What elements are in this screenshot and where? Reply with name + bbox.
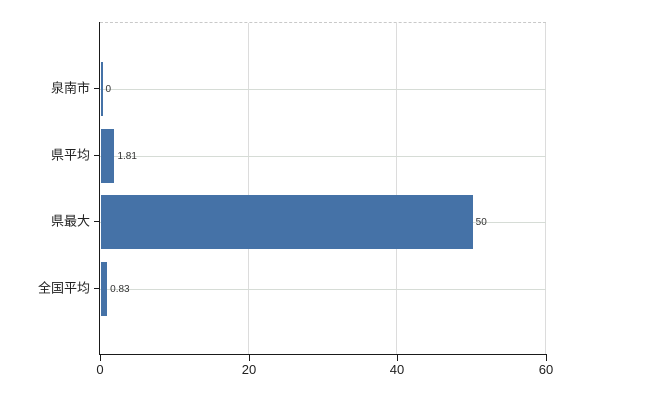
category-label: 県平均	[50, 147, 90, 163]
category-label: 県最大	[50, 213, 90, 229]
y-axis-line	[99, 22, 100, 355]
bar	[101, 129, 115, 183]
y-tick-mark	[94, 288, 100, 289]
bar	[101, 262, 108, 316]
v-gridline	[545, 23, 546, 355]
category-label: 泉南市	[50, 80, 90, 96]
h-gridline	[100, 289, 546, 290]
y-tick-mark	[94, 155, 100, 156]
v-gridline	[248, 23, 249, 355]
x-tick-mark	[100, 355, 101, 361]
x-axis-line	[99, 354, 547, 355]
x-tick-label: 40	[389, 362, 405, 377]
bar	[101, 62, 103, 116]
y-tick-mark	[94, 88, 100, 89]
x-tick-mark	[397, 355, 398, 361]
category-label: 全国平均	[37, 280, 90, 296]
plot-area: 0 1.81 50 0.83	[100, 22, 546, 355]
bar-value-label: 50	[475, 217, 487, 228]
bar	[101, 195, 473, 249]
h-gridline	[100, 156, 546, 157]
x-tick-mark	[546, 355, 547, 361]
y-tick-mark	[94, 221, 100, 222]
bar-value-label: 0.83	[110, 284, 130, 295]
bar-value-label: 0	[105, 84, 112, 95]
x-tick-label: 20	[241, 362, 257, 377]
bar-value-label: 1.81	[117, 151, 137, 162]
h-gridline	[100, 89, 546, 90]
v-gridline	[396, 23, 397, 355]
x-tick-mark	[249, 355, 250, 361]
x-tick-label: 0	[96, 362, 104, 377]
x-tick-label: 60	[538, 362, 554, 377]
